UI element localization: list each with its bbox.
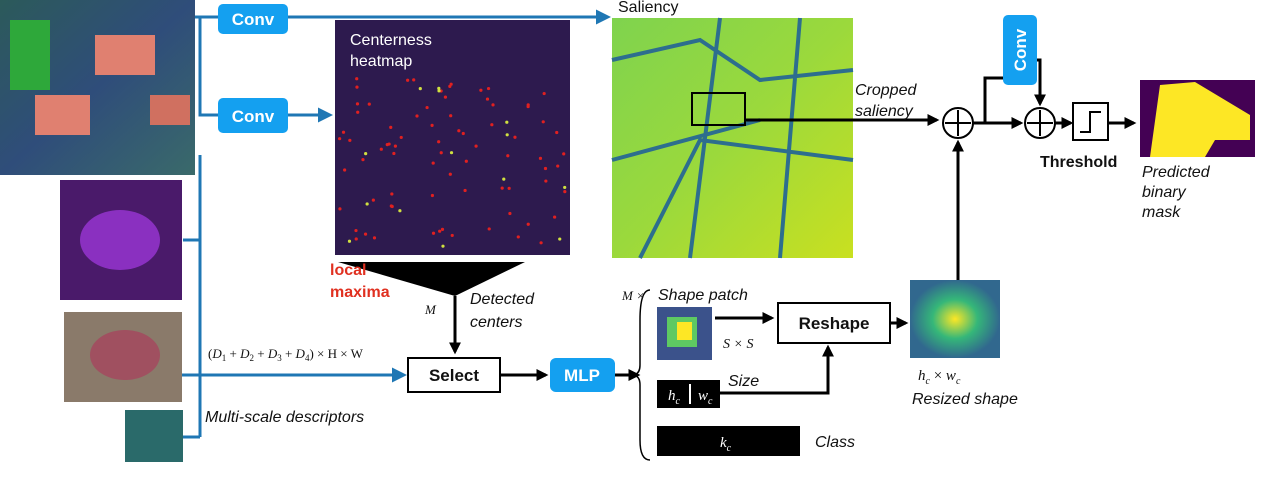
heatmap-label: Centerness	[350, 32, 432, 49]
dims-label: (D1 + D2 + D3 + D4) × H × W	[208, 346, 364, 363]
shape-patch-label: Shape patch	[658, 287, 748, 304]
conv-label: Conv	[1011, 28, 1030, 71]
cropped-label: saliency	[855, 103, 914, 120]
labels: Conv Conv Conv Saliency Centerness heatm…	[205, 0, 1211, 454]
h-label: hc	[668, 388, 681, 407]
reshape-label: Reshape	[799, 314, 870, 333]
size-label: Size	[728, 373, 759, 390]
select-label: Select	[429, 366, 479, 385]
heatmap-dots	[338, 77, 567, 248]
conv-label: Conv	[232, 10, 275, 29]
mlp-label: MLP	[564, 366, 600, 385]
sxs-label: S × S	[723, 337, 753, 352]
detected-label: centers	[470, 314, 522, 331]
w-label: wc	[698, 388, 713, 407]
saliency-label: Saliency	[618, 0, 678, 16]
m-label: M	[424, 302, 437, 317]
boxes	[218, 4, 1037, 456]
class-label: Class	[815, 434, 855, 451]
descriptors-label: Multi-scale descriptors	[205, 409, 364, 426]
resized-dims: hc × wc	[918, 368, 961, 387]
resized-label: Resized shape	[912, 391, 1018, 408]
predicted-label: mask	[1142, 204, 1181, 221]
images	[0, 0, 1255, 462]
k-label: kc	[720, 435, 732, 454]
heatmap-label: heatmap	[350, 53, 412, 70]
local-maxima: maxima	[330, 284, 390, 301]
threshold-label: Threshold	[1040, 154, 1117, 171]
detected-label: Detected	[470, 291, 535, 308]
m-times: M ×	[621, 288, 645, 303]
predicted-label: binary	[1142, 184, 1187, 201]
local-maxima: local	[330, 262, 366, 279]
conv-label: Conv	[232, 107, 275, 126]
predicted-label: Predicted	[1142, 164, 1211, 181]
cropped-label: Cropped	[855, 82, 917, 99]
